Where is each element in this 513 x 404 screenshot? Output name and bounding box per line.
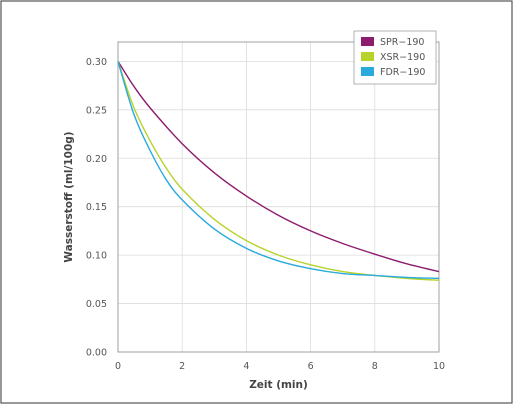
x-tick-label: 8 — [372, 361, 378, 372]
y-tick-label: 0.30 — [86, 57, 107, 68]
x-axis-title: Zeit (min) — [249, 379, 308, 391]
grid-lines — [118, 42, 439, 352]
legend-swatch — [361, 67, 374, 76]
series-lines — [117, 61, 440, 282]
series-line-1 — [117, 61, 440, 273]
x-tick-label: 10 — [433, 361, 445, 372]
legend-swatch — [361, 52, 374, 61]
legend-label: SPR−190 — [380, 37, 424, 48]
y-axis-title: Wasserstoff (ml/100g) — [63, 131, 75, 262]
y-tick-label: 0.00 — [86, 348, 107, 359]
x-tick-label: 2 — [179, 361, 185, 372]
y-tick-label: 0.10 — [86, 251, 107, 262]
legend: SPR−190 XSR−190 FDR−190 — [353, 30, 437, 85]
legend-label: XSR−190 — [380, 52, 425, 63]
x-axis-tick-labels: 0 2 4 6 8 10 — [115, 361, 445, 372]
y-tick-label: 0.15 — [86, 202, 107, 213]
y-tick-label: 0.05 — [86, 299, 107, 310]
x-tick-label: 4 — [243, 361, 249, 372]
series-line-3 — [117, 61, 440, 280]
y-tick-label: 0.25 — [86, 105, 107, 116]
legend-swatch — [361, 37, 374, 46]
y-axis-tick-labels: 0.00 0.05 0.10 0.15 0.20 0.25 0.30 — [86, 57, 107, 359]
plot-area-frame — [117, 41, 440, 353]
legend-label: FDR−190 — [380, 67, 425, 78]
x-tick-label: 6 — [308, 361, 314, 372]
x-tick-label: 0 — [115, 361, 121, 372]
y-tick-label: 0.20 — [86, 154, 107, 165]
